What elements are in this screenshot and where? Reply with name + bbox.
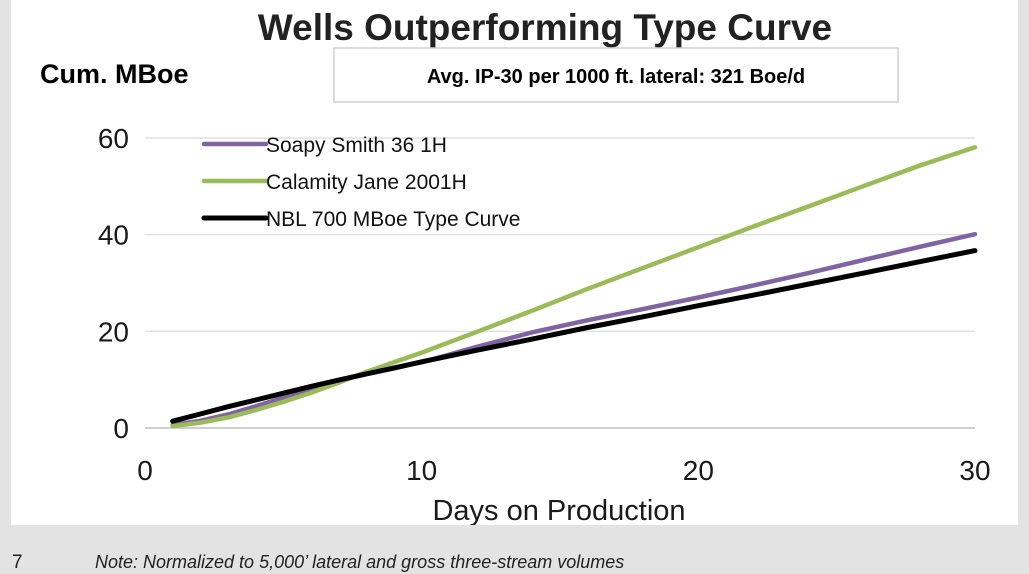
series-lines [170,144,978,429]
x-tick-label: 0 [137,455,153,486]
series-line-3 [170,248,978,424]
series-line-2 [170,144,978,429]
x-tick-label: 30 [959,455,990,486]
footnote: Note: Normalized to 5,000’ lateral and g… [95,552,625,572]
annotation-box: Avg. IP-30 per 1000 ft. lateral: 321 Boe… [333,47,899,103]
y-tick-label: 40 [98,220,129,251]
chart-title: Wells Outperforming Type Curve [258,7,832,48]
page-number: 7 [12,552,23,573]
annotation-text: Avg. IP-30 per 1000 ft. lateral: 321 Boe… [427,66,805,88]
line-chart: Wells Outperforming Type Curve Cum. MBoe… [40,7,991,525]
legend-label-1: Soapy Smith 36 1H [266,134,447,157]
y-tick-label: 0 [113,413,129,444]
y-tick-label: 20 [98,316,129,347]
annotation-frame [333,47,899,103]
chart-panel: Wells Outperforming Type Curve Cum. MBoe… [11,0,1018,525]
y-axis-label: Cum. MBoe [40,59,189,89]
y-tick-label: 60 [98,123,129,154]
x-tick-label: 20 [683,455,714,486]
legend-label-3: NBL 700 MBoe Type Curve [266,208,520,231]
legend: Soapy Smith 36 1H Calamity Jane 2001H NBL … [201,134,520,231]
gridlines [145,137,975,332]
legend-label-2: Calamity Jane 2001H [266,171,467,194]
x-axis-label: Days on Production [432,495,685,525]
axes: 0 20 40 60 0 10 20 30 [98,123,991,486]
x-tick-label: 10 [406,455,437,486]
